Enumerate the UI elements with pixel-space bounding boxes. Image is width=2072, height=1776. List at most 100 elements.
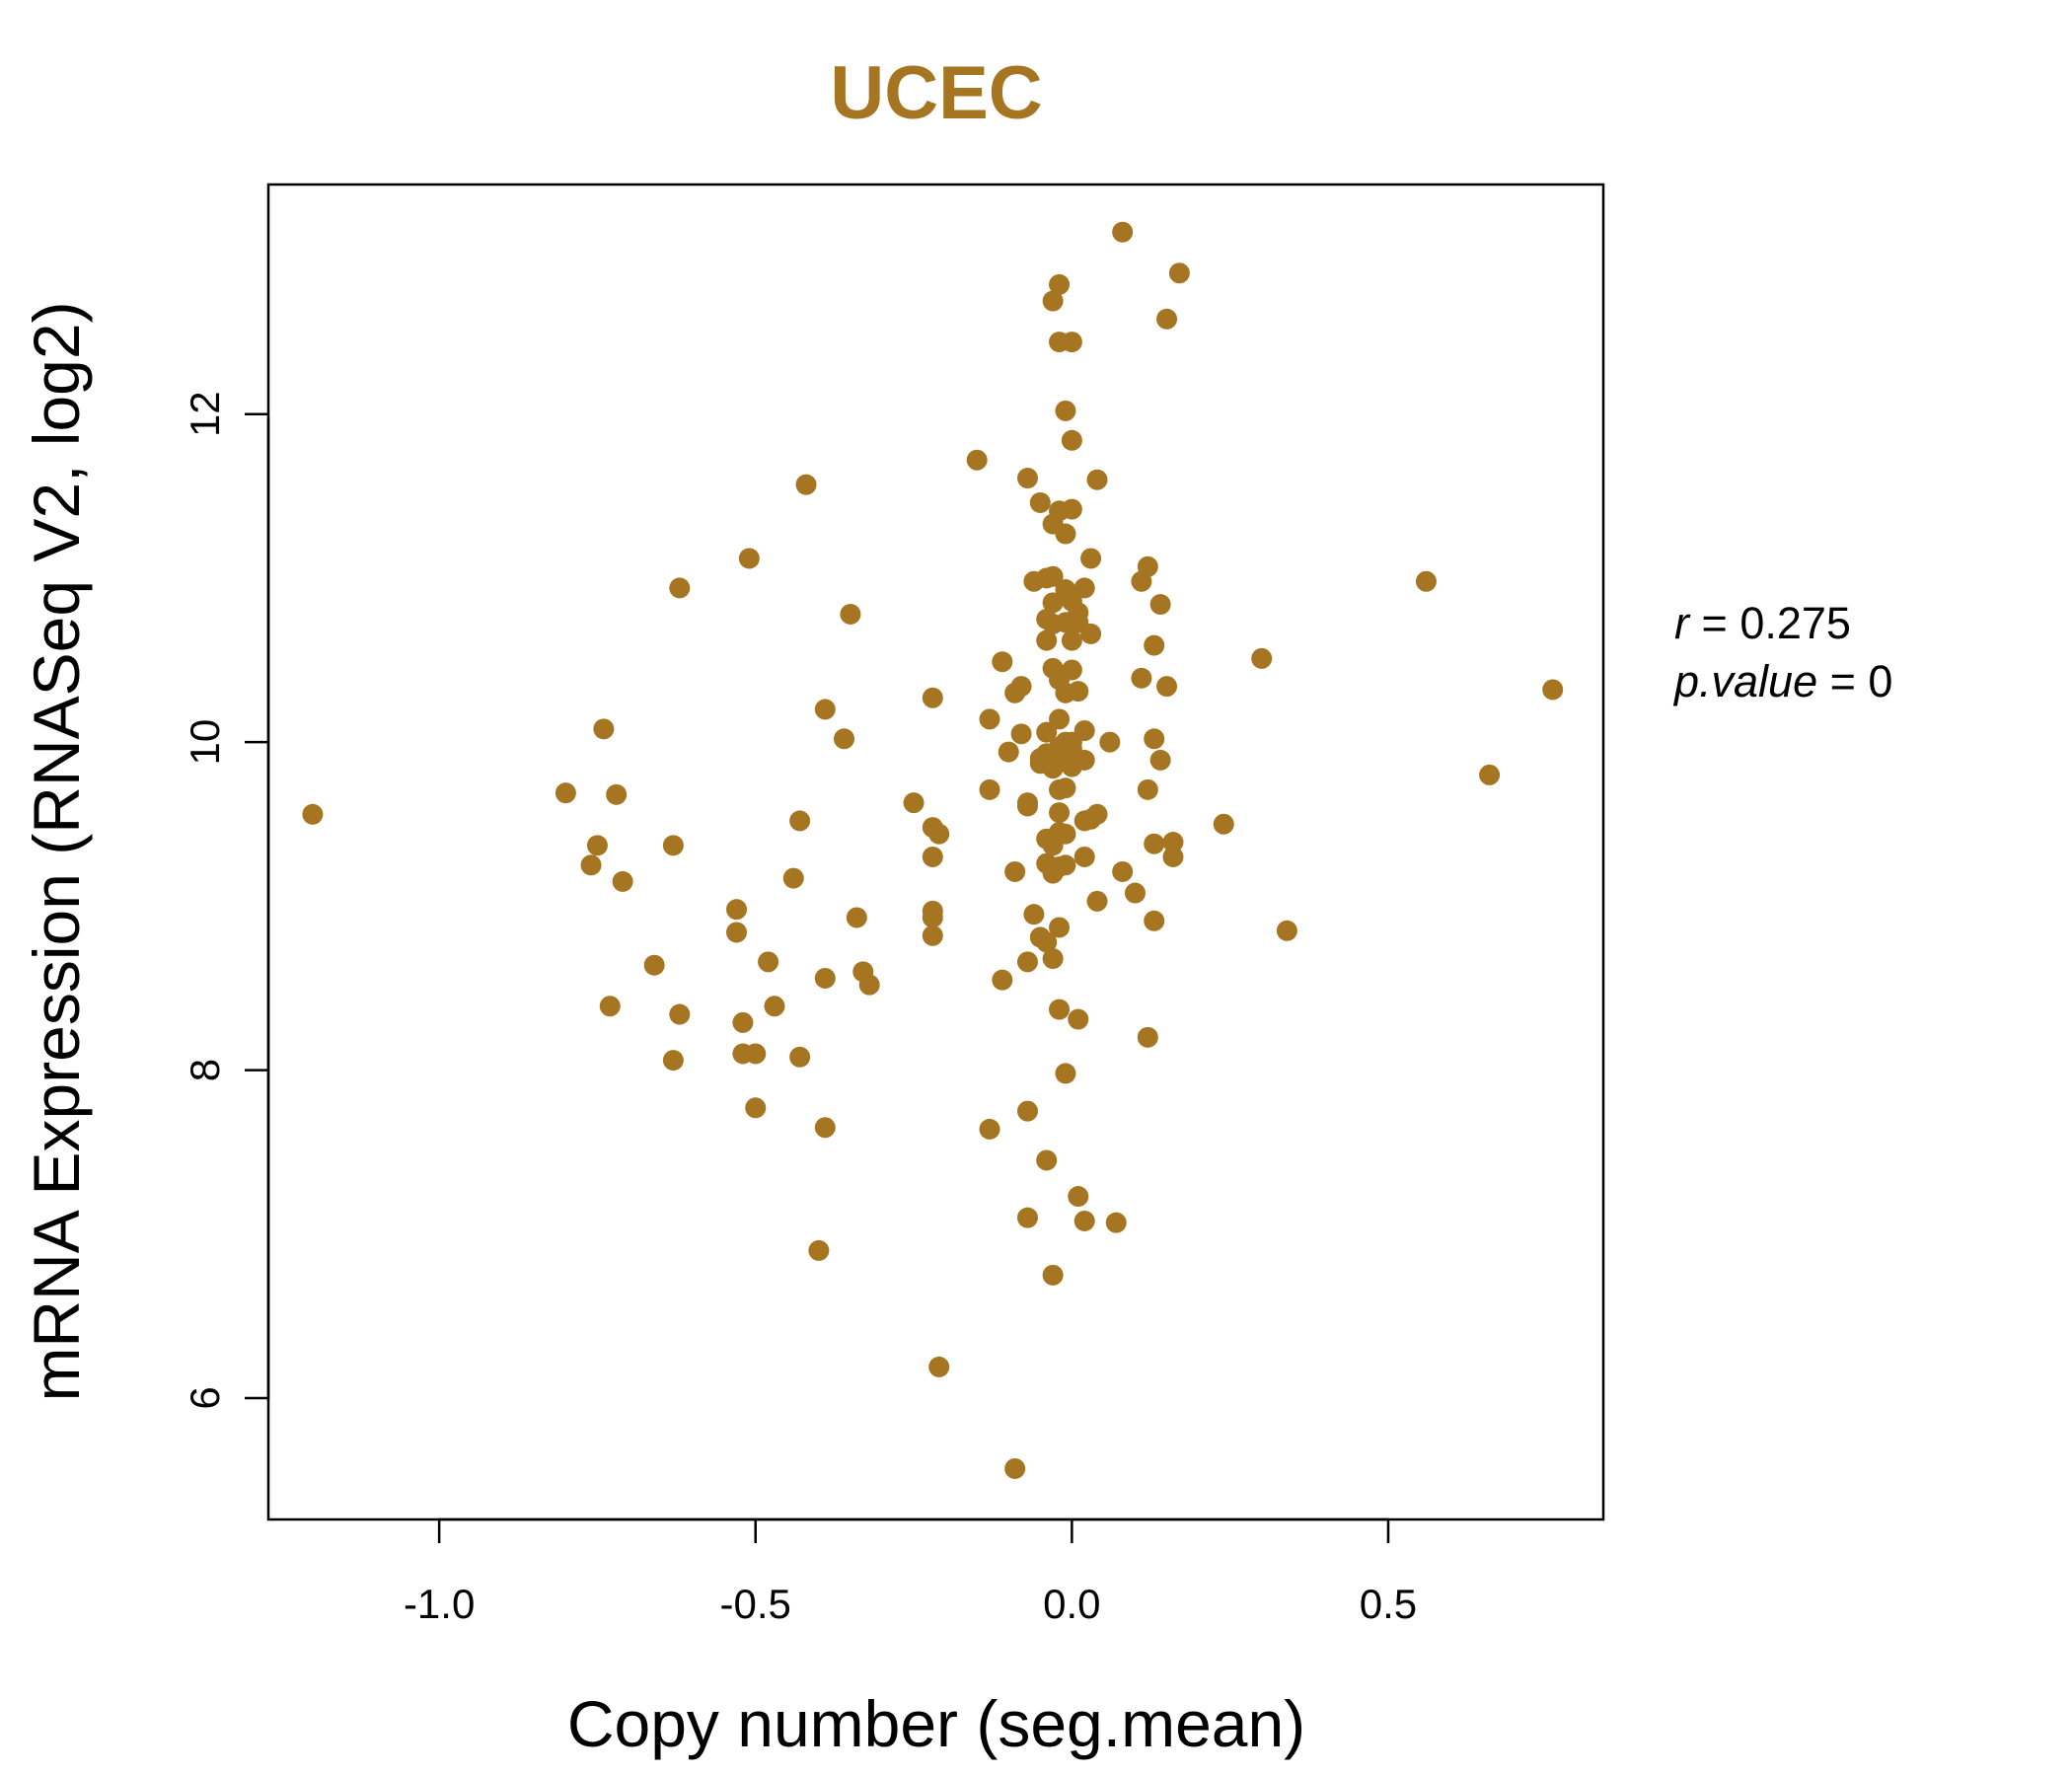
x-tick-label: 0.0 [1043,1581,1100,1627]
data-point [1049,708,1071,730]
r-value: 0.275 [1739,598,1851,648]
data-point [302,803,324,825]
data-point [1137,778,1158,800]
data-point [1055,854,1076,876]
data-point [1149,749,1171,771]
data-point [586,835,608,856]
y-axis: 6 8 10 12 [182,391,270,1410]
data-point [1016,468,1038,489]
data-point [1251,647,1273,669]
data-point [1137,555,1158,577]
data-point [1068,681,1089,703]
data-point [1042,758,1064,779]
data-point [1023,904,1045,925]
data-point [1144,910,1165,931]
data-point [662,835,684,856]
data-point [580,854,602,876]
data-point [1016,1100,1038,1122]
data-point [840,603,861,625]
data-point [1156,676,1178,698]
data-point [1010,723,1032,745]
data-point [745,1097,767,1119]
data-point [928,1356,950,1377]
y-tick-label: 8 [182,1059,228,1081]
data-point [1542,679,1564,701]
data-point [1162,832,1184,853]
data-point [814,967,836,989]
data-point [834,728,855,750]
r-label: r [1674,598,1691,648]
data-point [1036,931,1058,953]
x-axis: -1.0 -0.5 0.0 0.5 [404,1517,1417,1627]
data-point [1042,592,1064,614]
data-point [1213,813,1234,835]
data-point [1112,860,1134,882]
data-point [1073,720,1095,741]
data-point [1149,594,1171,616]
y-tick-label: 6 [182,1386,228,1409]
data-point [1415,570,1437,592]
data-point [662,1050,684,1072]
data-point [1029,491,1051,513]
data-point [1036,721,1058,743]
data-point [846,907,867,928]
data-point [1042,1264,1064,1286]
correlation-stats: r = 0.275 p.value = 0 [1672,598,1892,706]
data-point [922,687,943,708]
data-point [593,718,615,740]
data-point [669,1003,691,1025]
data-point [1049,273,1071,295]
data-point [643,954,665,976]
data-point [814,1117,836,1139]
data-point [1099,731,1121,753]
data-point [903,792,925,814]
data-point [1080,623,1102,644]
data-point [992,969,1013,991]
data-point [782,867,804,889]
data-point [1073,1210,1095,1231]
y-axis-title: mRNA Expression (RNASeq V2, log2) [20,301,93,1401]
data-point [1068,1008,1089,1030]
p-stat: p.value = 0 [1672,656,1892,706]
data-point [726,899,748,921]
data-point [599,996,621,1017]
r-stat: r = 0.275 [1674,598,1851,648]
data-point [1004,1457,1026,1479]
data-point [1124,882,1146,904]
data-point [789,810,811,832]
data-point [606,783,628,805]
data-point [979,778,1000,800]
p-value: 0 [1868,656,1892,706]
data-point [979,708,1000,730]
data-point [1086,890,1108,912]
data-point [1144,728,1165,750]
data-point [789,1046,811,1068]
data-point [669,577,691,599]
data-point [726,922,748,943]
data-point [1042,565,1064,587]
data-point [1055,523,1076,545]
data-point [1156,308,1178,330]
chart-title: UCEC [830,51,1042,135]
data-point [1049,917,1071,938]
data-point [1061,498,1082,520]
data-point [1168,262,1190,284]
data-point [732,1011,754,1033]
data-point [1061,629,1082,651]
data-point [1036,629,1058,651]
x-tick-label: 0.5 [1360,1581,1417,1627]
y-tick-label: 12 [182,391,228,437]
data-point [1061,659,1082,681]
x-axis-title: Copy number (seg.mean) [567,1687,1305,1760]
data-point [1016,792,1038,814]
data-point [858,974,880,996]
data-point [966,449,988,471]
data-point [1055,823,1076,845]
data-point [1131,667,1152,689]
data-point [1086,803,1108,825]
data-point [1042,948,1064,970]
data-point [1479,764,1501,785]
data-point [979,1118,1000,1140]
data-point [1080,548,1102,569]
